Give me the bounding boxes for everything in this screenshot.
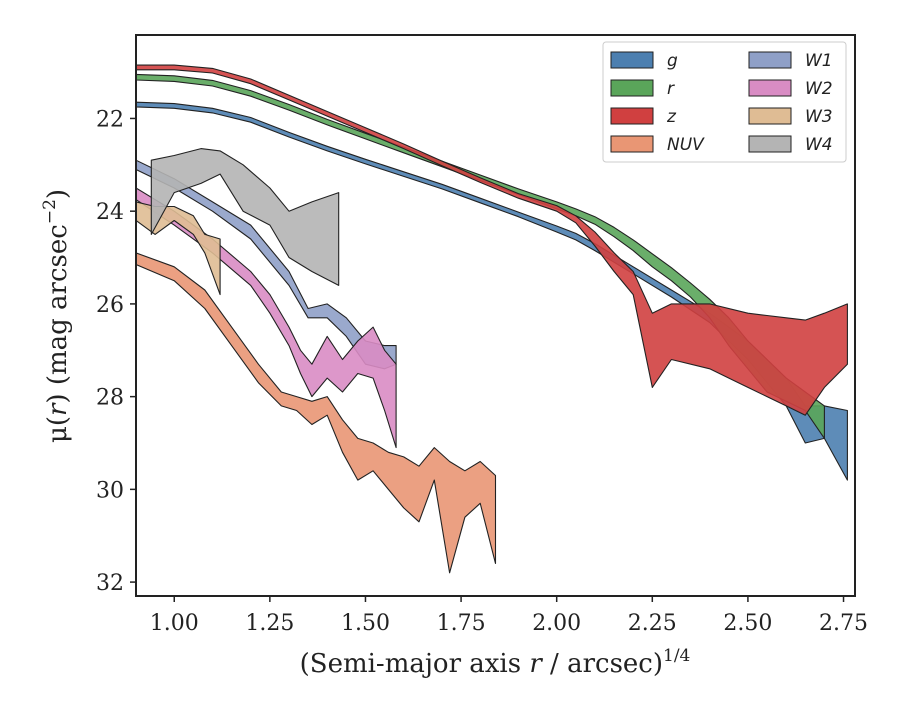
legend-item-g: g <box>610 51 678 71</box>
legend-item-w2: W2 <box>748 79 833 99</box>
legend-label: r <box>667 79 675 99</box>
legend-label: z <box>666 107 677 127</box>
y-axis-title-prefix: μ( <box>43 416 73 443</box>
ticks-layer: 1.00 1.25 1.50 1.75 2.00 2.25 2.50 2.75 22 24 26 28… <box>96 107 868 636</box>
band-g <box>136 101 848 481</box>
x-axis-title-unit: / arcsec) <box>542 649 663 679</box>
x-axis-title-main: (Semi-major axis <box>300 649 530 679</box>
y-tick-label: 26 <box>96 293 124 318</box>
y-axis-title: μ(r) (mag arcsec−2) <box>40 189 73 443</box>
legend-label: W4 <box>805 135 833 155</box>
x-tick-label: 1.50 <box>341 611 390 636</box>
x-tick-label: 1.75 <box>437 611 486 636</box>
legend-box <box>602 41 847 163</box>
legend-swatch <box>610 51 654 69</box>
legend-label: W2 <box>805 79 833 99</box>
legend-label: g <box>667 51 678 71</box>
y-tick-label: 24 <box>96 200 124 225</box>
x-tick-label: 2.00 <box>532 611 581 636</box>
band-nuv <box>136 252 497 574</box>
legend-item-z: z <box>610 107 677 127</box>
x-tick-label: 2.25 <box>628 611 677 636</box>
x-axis-title: (Semi-major axis r / arcsec)1/4 <box>300 646 691 679</box>
legend-item-w1: W1 <box>748 51 833 71</box>
plot-frame <box>135 34 856 597</box>
series-layer <box>136 64 848 574</box>
legend-item-r: r <box>610 79 675 99</box>
band-w4 <box>150 148 340 286</box>
band-w2 <box>136 187 397 449</box>
legend-swatch <box>610 79 654 97</box>
legend-label: W3 <box>805 107 833 127</box>
y-axis-title-exponent: −2 <box>40 199 60 224</box>
x-tick-label: 1.25 <box>245 611 294 636</box>
band-r <box>136 73 825 439</box>
y-axis-title-variable: r <box>43 402 73 416</box>
y-tick-label: 30 <box>96 478 124 503</box>
legend-swatch <box>748 107 792 125</box>
legend-item-w4: W4 <box>748 135 833 155</box>
legend-swatch <box>610 135 654 153</box>
x-axis-title-variable: r <box>529 649 543 679</box>
legend-item-nuv: NUV <box>610 135 705 155</box>
legend-swatch <box>748 79 792 97</box>
legend-swatch <box>610 107 654 125</box>
y-axis-title-unit: ) (mag arcsec <box>43 224 73 403</box>
legend-label: W1 <box>805 51 833 71</box>
legend-swatch <box>748 135 792 153</box>
y-tick-label: 22 <box>96 107 124 132</box>
x-tick-label: 2.50 <box>723 611 772 636</box>
legend-label: NUV <box>667 135 705 155</box>
y-tick-label: 32 <box>96 571 124 596</box>
x-axis-title-exponent: 1/4 <box>663 646 690 666</box>
band-z <box>136 64 848 416</box>
y-axis-title-suffix: ) <box>43 189 73 199</box>
legend-item-w3: W3 <box>748 107 833 127</box>
y-tick-label: 28 <box>96 386 124 411</box>
x-tick-label: 2.75 <box>819 611 868 636</box>
legend-swatch <box>748 51 792 69</box>
legend: grz NUV W1 W2 W3 W4 <box>602 41 847 163</box>
x-tick-label: 1.00 <box>150 611 199 636</box>
